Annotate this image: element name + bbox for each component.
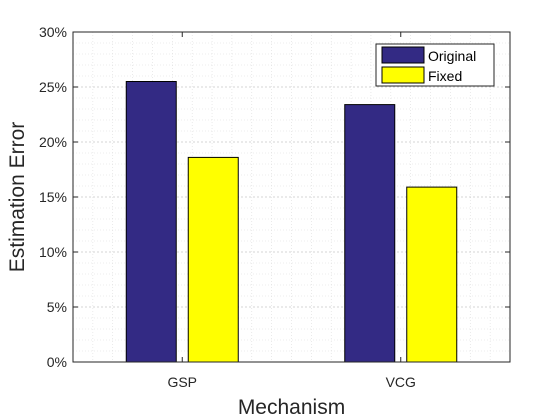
legend-label-fixed: Fixed — [428, 68, 462, 84]
y-axis-label: Estimation Error — [6, 122, 29, 273]
x-axis-label: Mechanism — [238, 396, 345, 419]
bar-fixed-vcg — [406, 186, 458, 363]
bar-fixed-gsp — [187, 156, 239, 363]
y-tick-label: 15% — [39, 189, 67, 205]
legend-swatch-original — [381, 46, 425, 64]
legend-label-original: Original — [428, 48, 476, 64]
y-tick-label: 30% — [39, 24, 67, 40]
bar-original-gsp — [125, 81, 177, 363]
legend: Original Fixed — [375, 43, 495, 87]
legend-swatch-fixed — [381, 66, 425, 84]
bar-original-vcg — [344, 104, 396, 363]
y-tick-label: 5% — [47, 299, 67, 315]
x-axis-ticks: GSP VCG — [167, 32, 416, 390]
bars — [125, 81, 458, 363]
y-tick-label: 20% — [39, 134, 67, 150]
y-tick-label: 10% — [39, 244, 67, 260]
x-tick-label-gsp: GSP — [167, 374, 197, 390]
y-tick-label: 25% — [39, 79, 67, 95]
y-axis-ticks: 0% 5% 10% 15% 20% 25% 30% — [39, 24, 510, 370]
x-tick-label-vcg: VCG — [386, 374, 416, 390]
y-tick-label: 0% — [47, 354, 67, 370]
